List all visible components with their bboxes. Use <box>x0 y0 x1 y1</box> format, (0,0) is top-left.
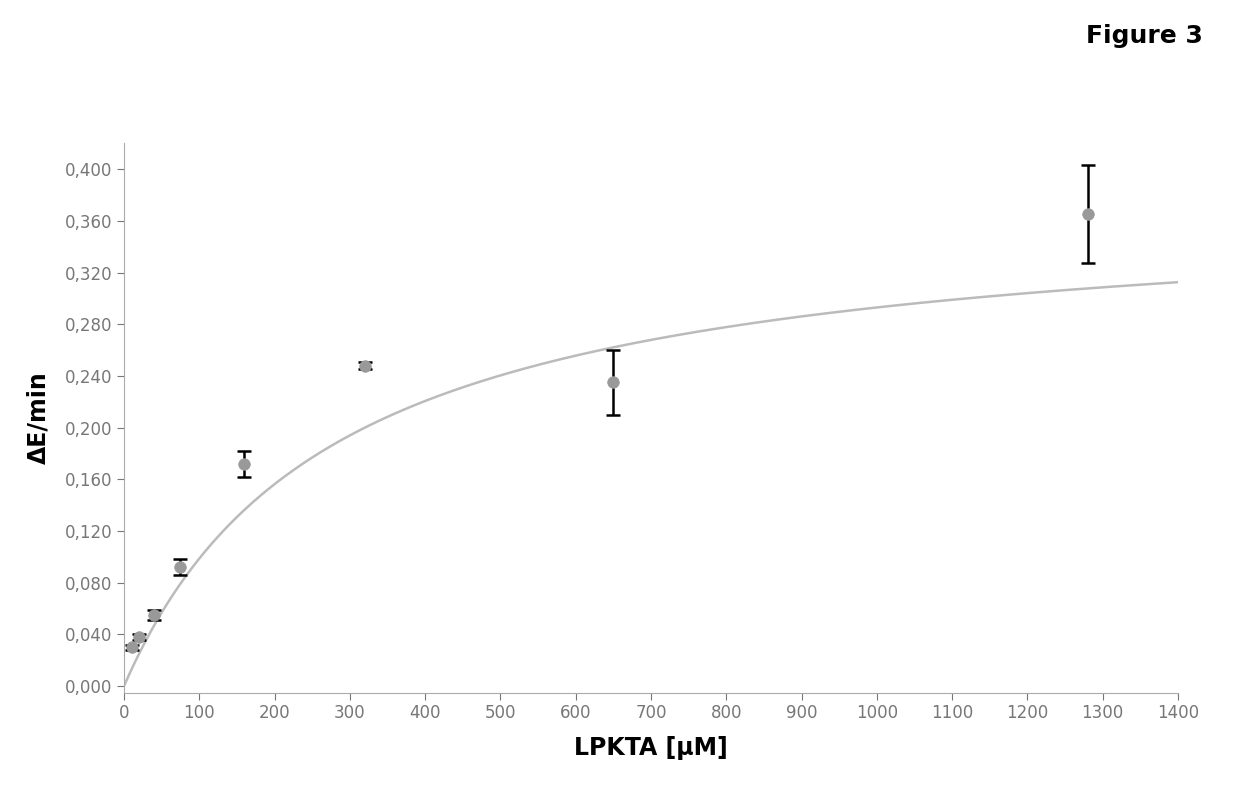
X-axis label: LPKTA [μM]: LPKTA [μM] <box>574 736 728 760</box>
Point <box>1078 208 1097 220</box>
Point <box>604 376 624 388</box>
Point <box>122 641 141 654</box>
Point <box>355 359 374 372</box>
Point <box>129 630 149 643</box>
Y-axis label: ΔE/min: ΔE/min <box>27 372 51 464</box>
Point <box>171 561 191 574</box>
Point <box>234 458 254 470</box>
Point <box>144 609 164 622</box>
Text: Figure 3: Figure 3 <box>1086 24 1203 48</box>
